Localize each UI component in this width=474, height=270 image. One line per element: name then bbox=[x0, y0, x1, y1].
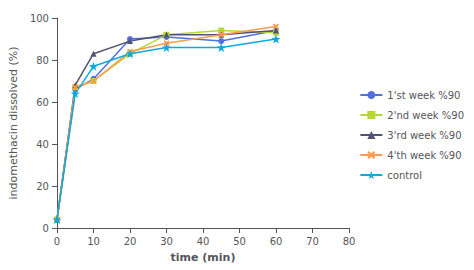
svg-text:80: 80 bbox=[36, 55, 49, 66]
svg-text:indomethacin dissolved (%): indomethacin dissolved (%) bbox=[7, 47, 20, 200]
svg-text:1'st week %90: 1'st week %90 bbox=[387, 90, 460, 101]
svg-text:80: 80 bbox=[343, 236, 356, 247]
svg-text:60: 60 bbox=[270, 236, 283, 247]
svg-text:40: 40 bbox=[36, 139, 49, 150]
svg-text:2'nd week %90: 2'nd week %90 bbox=[387, 110, 464, 121]
svg-text:70: 70 bbox=[306, 236, 319, 247]
svg-text:20: 20 bbox=[124, 236, 137, 247]
svg-text:50: 50 bbox=[233, 236, 246, 247]
svg-text:20: 20 bbox=[36, 181, 49, 192]
svg-text:4'th week %90: 4'th week %90 bbox=[387, 150, 461, 161]
svg-text:10: 10 bbox=[87, 236, 100, 247]
svg-text:0: 0 bbox=[54, 236, 60, 247]
svg-text:3'rd week %90: 3'rd week %90 bbox=[387, 130, 461, 141]
svg-text:100: 100 bbox=[30, 13, 49, 24]
svg-text:control: control bbox=[387, 170, 422, 181]
svg-text:60: 60 bbox=[36, 97, 49, 108]
svg-text:0: 0 bbox=[43, 223, 49, 234]
svg-text:30: 30 bbox=[160, 236, 173, 247]
svg-text:40: 40 bbox=[197, 236, 210, 247]
svg-text:time (min): time (min) bbox=[171, 251, 236, 264]
